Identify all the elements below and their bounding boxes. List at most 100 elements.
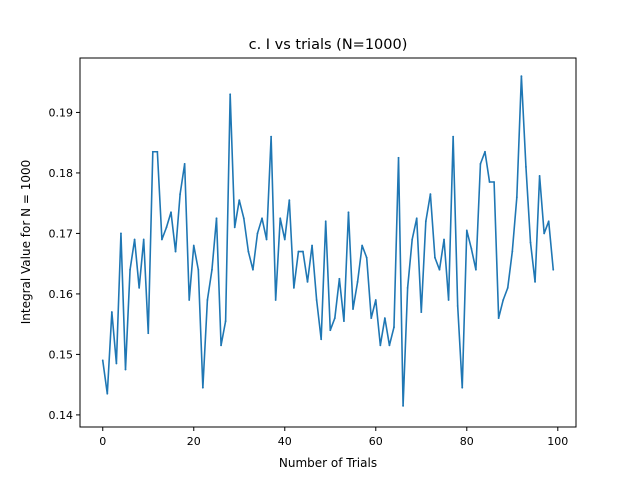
data-point: [388, 344, 391, 347]
data-point: [329, 329, 332, 332]
data-point: [120, 232, 122, 235]
data-point: [461, 386, 464, 389]
data-point: [434, 256, 436, 259]
chart-title: c. I vs trials (N=1000): [249, 37, 408, 53]
data-point: [188, 299, 191, 301]
data-point: [361, 244, 364, 247]
y-tick-label: 0.16: [49, 288, 74, 301]
data-point: [297, 250, 300, 253]
data-point: [106, 392, 109, 395]
data-point: [242, 217, 245, 220]
data-point: [402, 404, 404, 407]
data-point: [493, 181, 495, 183]
data-point: [192, 244, 195, 247]
data-point: [274, 299, 277, 301]
data-point: [538, 175, 541, 177]
data-point: [110, 311, 113, 313]
x-axis-label: Number of Trials: [279, 456, 377, 470]
data-point: [115, 362, 118, 365]
data-point: [270, 135, 273, 138]
data-point: [529, 241, 532, 244]
data-point: [142, 238, 145, 241]
data-point: [438, 268, 441, 271]
data-point: [443, 238, 445, 241]
y-tick-label: 0.18: [49, 167, 74, 180]
data-point: [229, 93, 232, 96]
data-point: [397, 156, 400, 159]
data-point: [474, 268, 477, 271]
data-point: [343, 320, 345, 323]
data-point: [261, 217, 263, 220]
data-point: [534, 280, 536, 283]
data-point: [311, 244, 313, 247]
data-point: [124, 368, 127, 371]
data-point: [411, 238, 414, 241]
data-point: [429, 193, 432, 196]
data-point: [302, 250, 304, 253]
data-point: [338, 277, 341, 280]
data-point: [279, 217, 282, 220]
data-point: [283, 238, 286, 241]
data-point: [170, 211, 172, 214]
data-point: [220, 344, 222, 347]
data-point: [201, 386, 204, 389]
data-point: [547, 220, 550, 223]
data-point: [479, 162, 482, 165]
data-point: [356, 280, 359, 283]
data-point: [347, 211, 350, 214]
data-point: [393, 326, 395, 329]
data-point: [420, 311, 423, 313]
data-point: [224, 320, 227, 323]
data-point: [133, 238, 136, 241]
series-layer: [101, 75, 555, 407]
x-tick-label: 80: [460, 435, 474, 448]
data-point: [161, 238, 163, 241]
data-point: [206, 299, 209, 301]
data-point: [179, 193, 182, 196]
data-point: [288, 199, 291, 202]
data-point: [520, 75, 523, 78]
data-point: [525, 165, 527, 168]
data-point: [406, 286, 409, 289]
data-point: [129, 268, 131, 271]
data-point: [424, 220, 427, 223]
data-point: [247, 250, 250, 253]
data-point: [151, 150, 154, 153]
data-point: [379, 344, 382, 347]
data-point: [211, 268, 213, 271]
data-point: [452, 135, 455, 138]
data-point: [456, 305, 459, 307]
x-tick-label: 100: [547, 435, 568, 448]
data-point: [101, 359, 104, 362]
series-line-0: [101, 75, 555, 407]
x-tick-label: 20: [187, 435, 201, 448]
plot-area: [79, 57, 577, 428]
data-point: [506, 286, 509, 289]
data-point: [147, 332, 150, 335]
x-axis-ticks: 0 20 40 60 80 100: [99, 427, 568, 448]
y-tick-label: 0.17: [49, 227, 74, 240]
data-point: [497, 317, 500, 320]
x-tick-label: 0: [99, 435, 106, 448]
data-point: [238, 199, 241, 202]
data-point: [370, 317, 373, 320]
data-point: [352, 308, 354, 310]
data-point: [502, 299, 505, 301]
data-point: [156, 150, 159, 153]
data-point: [320, 338, 323, 341]
data-point: [415, 217, 418, 220]
data-point: [197, 268, 200, 271]
data-point: [265, 238, 268, 241]
data-point: [470, 247, 473, 250]
data-point: [447, 299, 450, 301]
data-point: [543, 232, 546, 235]
data-point: [552, 268, 555, 271]
data-point: [484, 150, 486, 153]
y-axis-label: Integral Value for N = 1000: [19, 160, 33, 325]
data-point: [365, 256, 368, 259]
data-point: [165, 226, 168, 229]
data-point: [215, 217, 218, 220]
data-point: [374, 299, 377, 301]
y-axis-ticks: 0.14 0.15 0.16 0.17 0.18 0.19: [49, 106, 80, 422]
